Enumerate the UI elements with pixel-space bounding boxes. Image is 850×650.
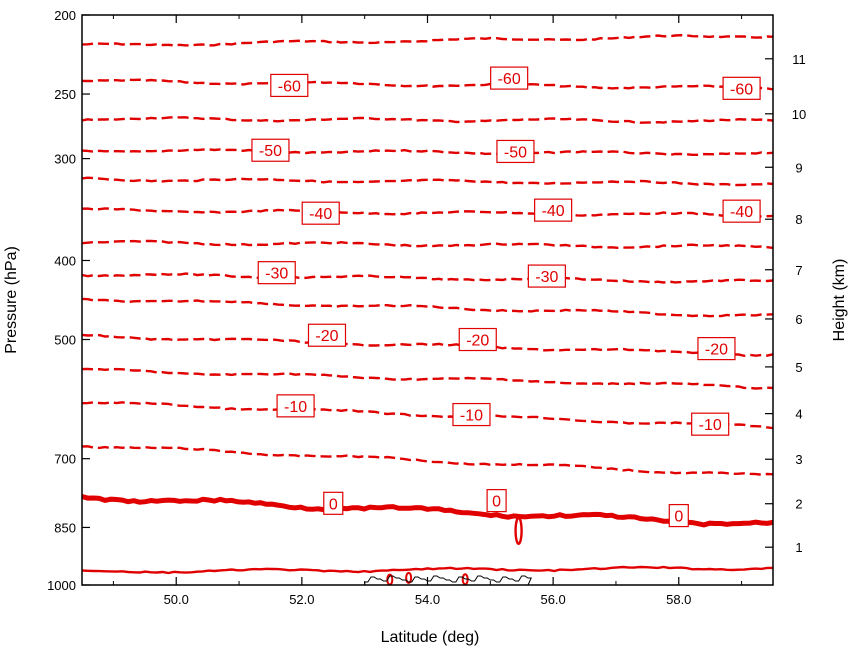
x-tick-label: 56.0 [540,592,565,607]
y-axis-title-right: Height (km) [831,259,848,342]
contour-label-box [722,199,761,223]
contour-label: -10 [460,408,483,425]
height-tick-label: 4 [795,407,802,422]
contour-label-box [486,489,507,513]
contour-line-negative [81,115,774,124]
pressure-tick-label: 1000 [47,578,76,593]
contour-label-box [691,412,730,436]
contour-closed-positive [405,571,413,584]
contour-label: -60 [498,71,521,88]
contour-line-positive [81,565,773,575]
height-tick-label: 2 [795,497,802,512]
contour-label: -30 [265,266,288,283]
x-tick-label: 58.0 [666,592,691,607]
contour-label-box [251,138,290,162]
contour-label: -20 [705,342,728,359]
pressure-tick-label: 200 [54,8,76,23]
terrain-outline [364,575,532,586]
contour-line-negative [81,176,774,187]
contour-line-negative [81,207,774,218]
contour-label-box [527,264,566,288]
y-axis-title-left: Pressure (hPa) [3,246,20,354]
contour-label-box [307,323,347,347]
contour-line-negative [81,148,774,157]
height-tick-label: 1 [795,540,802,555]
height-tick-label: 3 [795,452,802,467]
contour-label-box [722,76,761,100]
pressure-tick-label: 300 [54,152,76,167]
contour-label-box [452,402,491,427]
height-tick-label: 6 [795,312,802,327]
contour-label: -40 [542,203,565,220]
contour-label: -40 [730,204,753,221]
contour-label: -20 [466,333,489,350]
contour-label-box [257,261,296,285]
contour-labels: -60 -60 -60 -50 -50 -40 -40 -40 -30 -30 -20 -20 -20 -… [251,66,761,528]
contour-label-box [668,503,689,528]
contour-label-box [270,73,309,98]
height-tick-label: 10 [792,107,806,122]
contour-label: 0 [329,496,338,513]
x-tick-label: 54.0 [415,592,440,607]
height-tick-label: 8 [795,212,802,227]
x-tick-label: 50.0 [164,592,189,607]
contour-line-negative [81,272,774,284]
contour-line-0 [81,494,774,528]
contour-label: -20 [315,328,338,345]
pressure-tick-label: 500 [54,333,76,348]
height-tick-label: 9 [795,160,802,175]
terrain-step-line [364,575,532,586]
contour-label-box [496,139,535,164]
contour-line-negative [81,78,774,91]
contour-label: 0 [492,494,501,511]
contour-label-box [490,66,529,90]
x-tick-label: 52.0 [289,592,314,607]
contour-line-negative [81,367,774,390]
x-axis-title: Latitude (deg) [381,629,480,646]
contour-label-box [697,337,736,361]
contour-label-box [534,198,573,222]
pressure-tick-label: 700 [54,452,76,467]
contour-line-negative [81,297,774,318]
contour-label: -50 [259,143,282,160]
pressure-tick-label: 850 [54,520,76,535]
height-tick-label: 5 [795,360,802,375]
contour-label-box [301,201,340,225]
contour-label-box [276,394,315,418]
pressure-tick-label: 400 [54,253,76,268]
contour-label: -50 [504,144,527,161]
height-tick-label: 7 [795,263,802,278]
contour-label: -60 [278,78,301,95]
pressure-tick-label: 250 [54,87,76,102]
contour-line-negative [81,239,774,250]
contour-label: -30 [535,269,558,286]
contour-label-box [458,327,497,352]
axis-ticks: 50.0 52.0 54.0 56.0 58.020025030040050070085… [47,8,806,607]
contour-label-box [323,491,344,515]
contour-label: -40 [309,206,332,223]
contour-line-negative [81,33,774,47]
contour-label: 0 [674,509,683,526]
contour-line-negative [81,401,774,430]
height-tick-label: 11 [792,52,806,67]
contour-label: -10 [699,417,722,434]
contour-lines [81,33,774,586]
contour-line-negative [81,445,774,476]
contour-closed-0 [514,516,523,545]
contour-line-negative [81,333,774,358]
contour-label: -10 [284,399,307,416]
contour-label: -60 [730,81,753,98]
